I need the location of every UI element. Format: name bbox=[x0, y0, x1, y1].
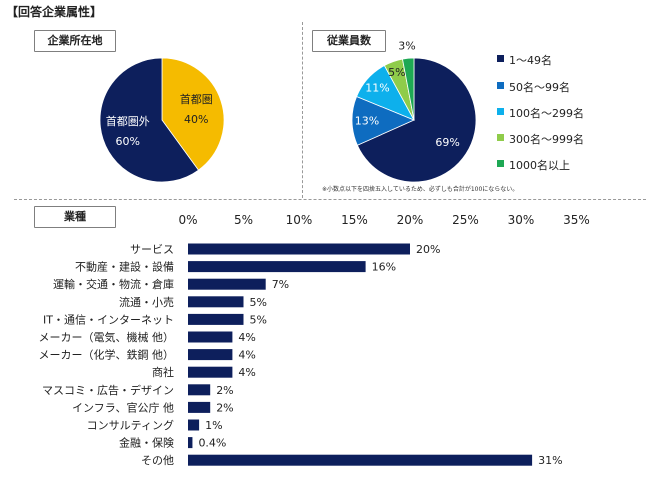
bar-value-label: 16% bbox=[372, 261, 396, 274]
bar bbox=[188, 366, 233, 378]
legend-swatch bbox=[497, 108, 504, 115]
bar-value-label: 2% bbox=[216, 401, 233, 414]
x-tick-label: 35% bbox=[563, 213, 590, 227]
pie-slice bbox=[99, 57, 200, 183]
x-tick-label: 20% bbox=[397, 213, 424, 227]
industry-section-label: 業種 bbox=[34, 206, 116, 228]
bar bbox=[188, 331, 233, 343]
x-tick-label: 5% bbox=[234, 213, 253, 227]
pie-slice-value-label: 69% bbox=[435, 136, 459, 149]
bar-value-label: 5% bbox=[250, 296, 267, 309]
legend-label: 100名～299名 bbox=[509, 107, 584, 120]
employees-pie-chart: 69% 13% 11% 5% 3% bbox=[351, 39, 477, 183]
bar bbox=[188, 243, 410, 255]
category-label: 金融・保険 bbox=[119, 436, 174, 450]
x-tick-label: 0% bbox=[178, 213, 197, 227]
legend-swatch bbox=[497, 82, 504, 89]
bar bbox=[188, 384, 211, 396]
bar-value-label: 2% bbox=[216, 384, 233, 397]
bar bbox=[188, 401, 211, 413]
bar bbox=[188, 349, 233, 361]
bar bbox=[188, 261, 366, 273]
bar-value-label: 31% bbox=[538, 454, 562, 467]
pie-slice-value-label: 13% bbox=[355, 115, 379, 128]
category-label: メーカー（電気、機械 他） bbox=[39, 330, 175, 344]
pie-slice bbox=[161, 57, 225, 171]
category-label: IT・通信・インターネット bbox=[43, 313, 174, 326]
category-label: マスコミ・広告・デザイン bbox=[42, 383, 174, 397]
x-tick-label: 25% bbox=[452, 213, 479, 227]
pie-slice bbox=[402, 57, 415, 121]
legend-swatch bbox=[497, 160, 504, 167]
pie-slice-value-label: 60% bbox=[116, 135, 140, 148]
pie-slice-name: 首都圏外 bbox=[106, 114, 150, 128]
legend-swatch bbox=[497, 134, 504, 141]
bar-value-label: 20% bbox=[416, 243, 440, 256]
legend-label: 300名～999名 bbox=[509, 133, 584, 146]
bar-value-label: 0.4% bbox=[198, 437, 226, 450]
location-section-label: 企業所在地 bbox=[34, 30, 116, 52]
legend-label: 1000名以上 bbox=[509, 159, 570, 172]
bar bbox=[188, 419, 200, 431]
category-label: サービス bbox=[130, 243, 174, 256]
bar-value-label: 5% bbox=[250, 313, 267, 326]
category-label: 運輸・交通・物流・倉庫 bbox=[53, 277, 174, 291]
x-tick-label: 30% bbox=[508, 213, 535, 227]
page-title: 【回答企業属性】 bbox=[6, 5, 103, 19]
bar bbox=[188, 437, 193, 449]
bar bbox=[188, 313, 244, 325]
pie-slice-value-label: 11% bbox=[365, 81, 389, 94]
bar-value-label: 1% bbox=[205, 419, 222, 432]
category-label: インフラ、官公庁 他 bbox=[72, 400, 174, 414]
location-pie-chart: 首都圏 40% 首都圏外 60% bbox=[99, 57, 225, 183]
category-label: 商社 bbox=[152, 365, 174, 379]
x-tick-label: 10% bbox=[286, 213, 313, 227]
employees-section-label: 従業員数 bbox=[312, 30, 386, 52]
legend-label: 50名～99名 bbox=[509, 81, 570, 94]
category-label: 流通・小売 bbox=[119, 295, 174, 309]
horizontal-divider bbox=[14, 199, 646, 200]
pie-slice bbox=[356, 57, 477, 183]
vertical-divider bbox=[302, 22, 303, 198]
pie-slice-value-label: 40% bbox=[184, 113, 208, 126]
category-label: コンサルティング bbox=[87, 418, 174, 432]
bar-value-label: 4% bbox=[238, 366, 255, 379]
category-label: その他 bbox=[141, 454, 174, 467]
bar bbox=[188, 278, 266, 290]
legend-label: 1～49名 bbox=[509, 54, 552, 67]
pie-slice-value-label: 5% bbox=[388, 66, 405, 79]
bar-value-label: 4% bbox=[238, 331, 255, 344]
pie-slice-value-label: 3% bbox=[398, 39, 415, 52]
bar-value-label: 7% bbox=[272, 278, 289, 291]
bar bbox=[188, 296, 244, 308]
legend-swatch bbox=[497, 55, 504, 62]
pie-slice-name: 首都圏 bbox=[180, 92, 213, 106]
x-tick-label: 15% bbox=[341, 213, 368, 227]
category-label: メーカー（化学、鉄鋼 他） bbox=[39, 348, 175, 362]
category-label: 不動産・建設・設備 bbox=[75, 260, 174, 274]
industry-bar-chart: 0% 5% 10% 15% 20% 25% 30% 35% サービス 20% 不動産・建設・設備 16… bbox=[39, 213, 590, 467]
bar bbox=[188, 454, 533, 466]
bar-value-label: 4% bbox=[238, 349, 255, 362]
rounding-note: ※小数点以下を四捨五入しているため、必ずしも合計が100にならない。 bbox=[322, 186, 519, 193]
